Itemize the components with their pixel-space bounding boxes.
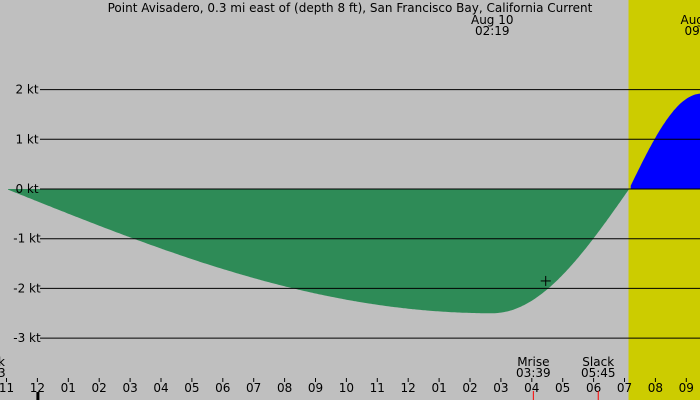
hour-tick-label: 02 xyxy=(462,381,477,395)
hour-tick-label: 11 xyxy=(370,381,385,395)
hour-tick-label: 06 xyxy=(215,381,230,395)
extremum-date-label: Aug 10 xyxy=(471,13,514,27)
hour-tick-label: 06 xyxy=(586,381,601,395)
hour-tick-label: 03 xyxy=(493,381,508,395)
y-tick-label: 2 kt xyxy=(15,83,38,97)
daylight-band xyxy=(628,0,700,400)
y-tick-label: -2 kt xyxy=(13,281,41,295)
hour-tick-label: 08 xyxy=(648,381,663,395)
hour-tick-label: 11 xyxy=(0,381,14,395)
chart-title: Point Avisadero, 0.3 mi east of (depth 8… xyxy=(108,1,593,15)
hour-tick-label: 04 xyxy=(524,381,539,395)
hour-tick-label: 12 xyxy=(401,381,416,395)
y-tick-label: -3 kt xyxy=(13,331,41,345)
extremum-time-label: 02:19 xyxy=(475,24,510,38)
event-label: Slack xyxy=(582,355,614,369)
hour-tick-label: 02 xyxy=(92,381,107,395)
clipped-event-time: 3 xyxy=(0,366,6,380)
hour-tick-label: 01 xyxy=(431,381,446,395)
midnight-marker xyxy=(36,392,40,400)
hour-tick-label: 04 xyxy=(153,381,168,395)
flood-area xyxy=(630,93,700,189)
hour-tick-label: 05 xyxy=(555,381,570,395)
clipped-event-label: k xyxy=(0,355,5,369)
hour-tick-label: 03 xyxy=(122,381,137,395)
labels: 11 12 01 02 03 04 05 06 07 08 09 10 11 12 01 02 03 04 05 06… xyxy=(0,13,700,400)
hour-tick-label: 09 xyxy=(308,381,323,395)
y-tick-label: 0 kt xyxy=(15,182,38,196)
hour-tick-label: 05 xyxy=(184,381,199,395)
hour-tick-label: 10 xyxy=(339,381,354,395)
hour-tick-label: 09 xyxy=(679,381,694,395)
event-time-label: 05:45 xyxy=(581,366,616,380)
hour-tick-label: 01 xyxy=(61,381,76,395)
hour-tick-label: 07 xyxy=(246,381,261,395)
hour-tick-label: 08 xyxy=(277,381,292,395)
hour-tick-label: 12 xyxy=(30,381,45,395)
current-curve xyxy=(8,93,700,314)
gridlines: 2 kt 1 kt 0 kt -1 kt -2 kt -3 kt xyxy=(13,83,700,345)
hour-tick-label: 07 xyxy=(617,381,632,395)
extremum-time-label: 09:06 xyxy=(684,24,700,38)
event-time-label: 03:39 xyxy=(516,366,551,380)
y-tick-label: 1 kt xyxy=(15,132,38,146)
y-tick-label: -1 kt xyxy=(13,232,41,246)
extremum-date-label: Aug 10 xyxy=(680,13,700,27)
event-label: Mrise xyxy=(517,355,549,369)
ebb-area xyxy=(8,189,630,314)
